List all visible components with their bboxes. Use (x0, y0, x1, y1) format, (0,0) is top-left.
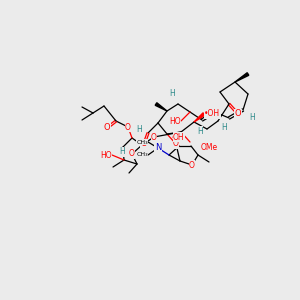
Text: N: N (155, 143, 161, 152)
Text: O: O (125, 122, 131, 131)
Polygon shape (155, 103, 167, 111)
Text: O: O (235, 110, 241, 118)
Text: O: O (151, 133, 157, 142)
Text: H: H (136, 124, 142, 134)
Text: •OH: •OH (204, 110, 220, 118)
Text: OMe: OMe (201, 142, 218, 152)
Text: O: O (104, 124, 110, 133)
Text: OH: OH (173, 133, 184, 142)
Text: H: H (119, 148, 125, 157)
Text: CH₃: CH₃ (136, 152, 148, 158)
Text: H: H (249, 112, 255, 122)
Text: HO: HO (100, 151, 112, 160)
Text: O: O (173, 140, 179, 148)
Text: O: O (141, 140, 147, 148)
Text: H: H (221, 124, 227, 133)
Text: H: H (169, 88, 175, 98)
Text: H: H (197, 127, 203, 136)
Text: HO: HO (169, 116, 181, 125)
Text: CH₃: CH₃ (136, 140, 148, 145)
Text: O: O (129, 149, 135, 158)
Text: O: O (189, 160, 195, 169)
Polygon shape (194, 113, 205, 122)
Polygon shape (235, 73, 249, 82)
